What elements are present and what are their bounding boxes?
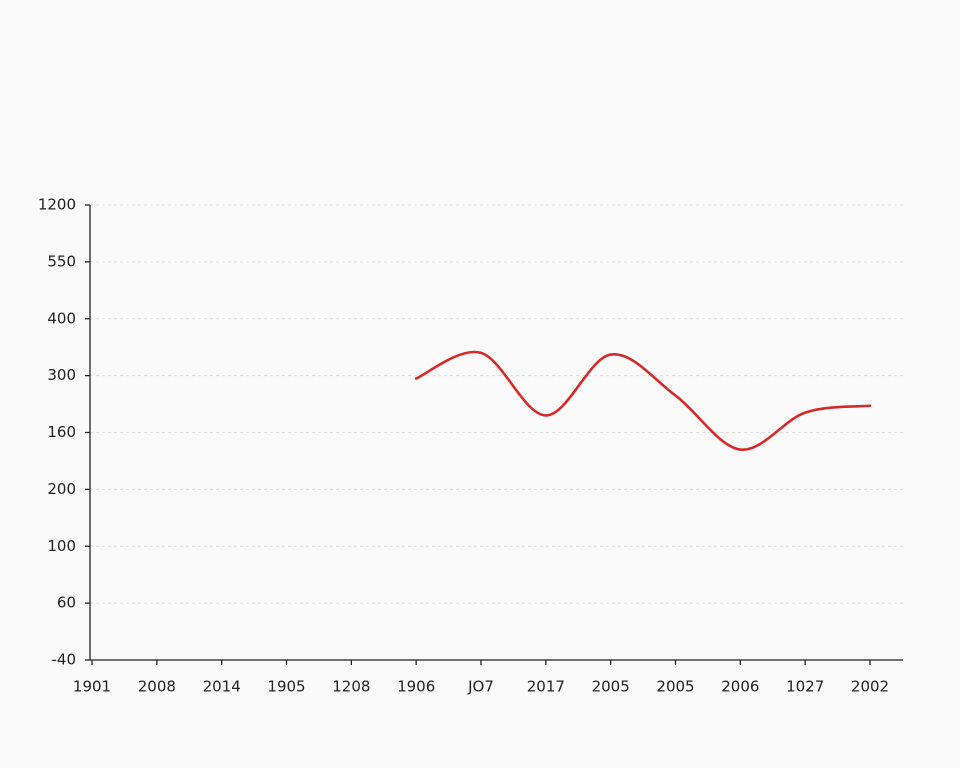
x-tick-label: 2006 — [721, 678, 759, 696]
y-tick-label: -40 — [52, 651, 77, 669]
x-tick-label: 1901 — [73, 678, 111, 696]
x-tick-label: 2017 — [527, 678, 565, 696]
y-tick-label: 100 — [47, 537, 76, 555]
y-tick-label: 300 — [47, 366, 76, 384]
line-series — [414, 350, 872, 451]
x-tick-label: 1906 — [397, 678, 435, 696]
x-tick-label: 1027 — [786, 678, 824, 696]
y-tick-label: 160 — [47, 423, 76, 441]
y-tick-label: 400 — [47, 309, 76, 327]
y-tick-label: 1200 — [38, 196, 76, 214]
y-tick-label: 550 — [47, 252, 76, 270]
x-tick-label: 2005 — [656, 678, 694, 696]
x-tick-label: 2014 — [203, 678, 241, 696]
x-tick-label: 2008 — [138, 678, 176, 696]
x-tick-label: 1208 — [332, 678, 370, 696]
x-tick-label: 1905 — [267, 678, 305, 696]
x-tick-label: JO7 — [467, 678, 494, 696]
x-tick-label: 2005 — [592, 678, 630, 696]
x-tick-label: 2002 — [851, 678, 889, 696]
y-tick-label: 60 — [57, 594, 76, 612]
y-tick-label: 200 — [47, 480, 76, 498]
